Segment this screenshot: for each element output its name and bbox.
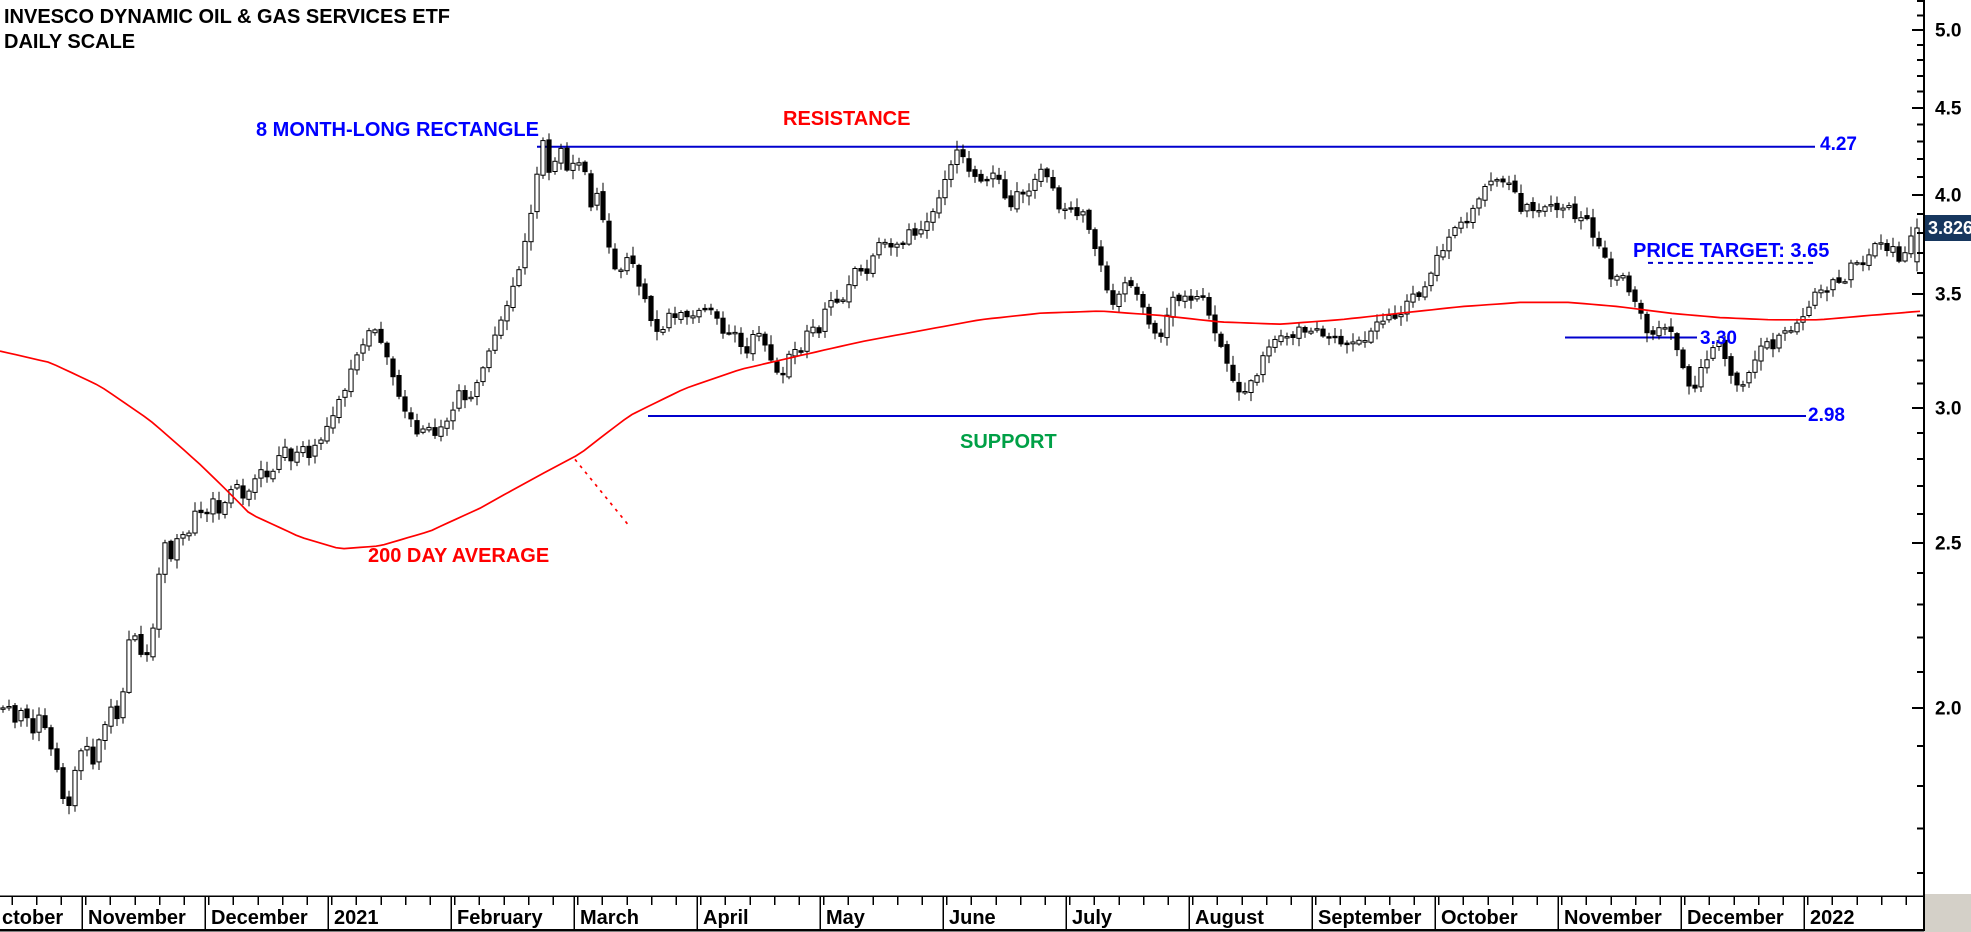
svg-text:December: December xyxy=(1687,907,1784,929)
svg-text:3.0: 3.0 xyxy=(1935,399,1961,420)
svg-text:ctober: ctober xyxy=(2,907,63,929)
level-lines xyxy=(537,145,1815,417)
svg-text:February: February xyxy=(457,907,543,929)
svg-text:4.0: 4.0 xyxy=(1935,186,1961,207)
date-axis: ctober November December 2021 February March A… xyxy=(0,895,1924,932)
ma-200-label: 200 DAY AVERAGE xyxy=(368,545,550,567)
svg-text:4.5: 4.5 xyxy=(1935,99,1962,120)
resistance-label: RESISTANCE xyxy=(783,108,911,130)
ma-pointer-line xyxy=(574,458,631,528)
neckline-level-value: 3.30 xyxy=(1700,328,1737,349)
price-axis: 5.0 4.5 4.0 3.5 3.0 2.5 2.0 xyxy=(1912,0,1962,931)
svg-text:2.5: 2.5 xyxy=(1935,533,1962,554)
axis-corner xyxy=(1924,894,1971,932)
svg-text:December: December xyxy=(211,907,308,929)
svg-text:July: July xyxy=(1072,907,1113,929)
svg-text:2022: 2022 xyxy=(1810,907,1855,929)
rectangle-annotation-label: 8 MONTH-LONG RECTANGLE xyxy=(256,119,539,141)
support-label: SUPPORT xyxy=(960,431,1057,453)
svg-text:2.0: 2.0 xyxy=(1935,699,1961,720)
svg-text:5.0: 5.0 xyxy=(1935,21,1961,42)
svg-text:3.5: 3.5 xyxy=(1935,284,1962,305)
svg-text:November: November xyxy=(1564,907,1662,929)
ma-200-line xyxy=(0,301,1921,550)
svg-text:September: September xyxy=(1318,907,1422,929)
page-subtitle: DAILY SCALE xyxy=(4,31,136,53)
svg-text:August: August xyxy=(1195,907,1264,929)
last-price-badge: 3.826 xyxy=(1925,215,1971,241)
svg-text:April: April xyxy=(703,907,749,929)
svg-text:June: June xyxy=(949,907,996,929)
svg-text:October: October xyxy=(1441,907,1518,929)
support-level-value: 2.98 xyxy=(1808,405,1845,426)
candles-layer xyxy=(0,133,1920,815)
svg-text:May: May xyxy=(826,907,866,929)
page-title: INVESCO DYNAMIC OIL & GAS SERVICES ETF xyxy=(4,6,450,28)
resistance-level-value: 4.27 xyxy=(1820,134,1857,155)
price-target-label: PRICE TARGET: 3.65 xyxy=(1633,240,1830,262)
svg-text:November: November xyxy=(88,907,186,929)
svg-text:March: March xyxy=(580,907,639,929)
svg-text:2021: 2021 xyxy=(334,907,379,929)
